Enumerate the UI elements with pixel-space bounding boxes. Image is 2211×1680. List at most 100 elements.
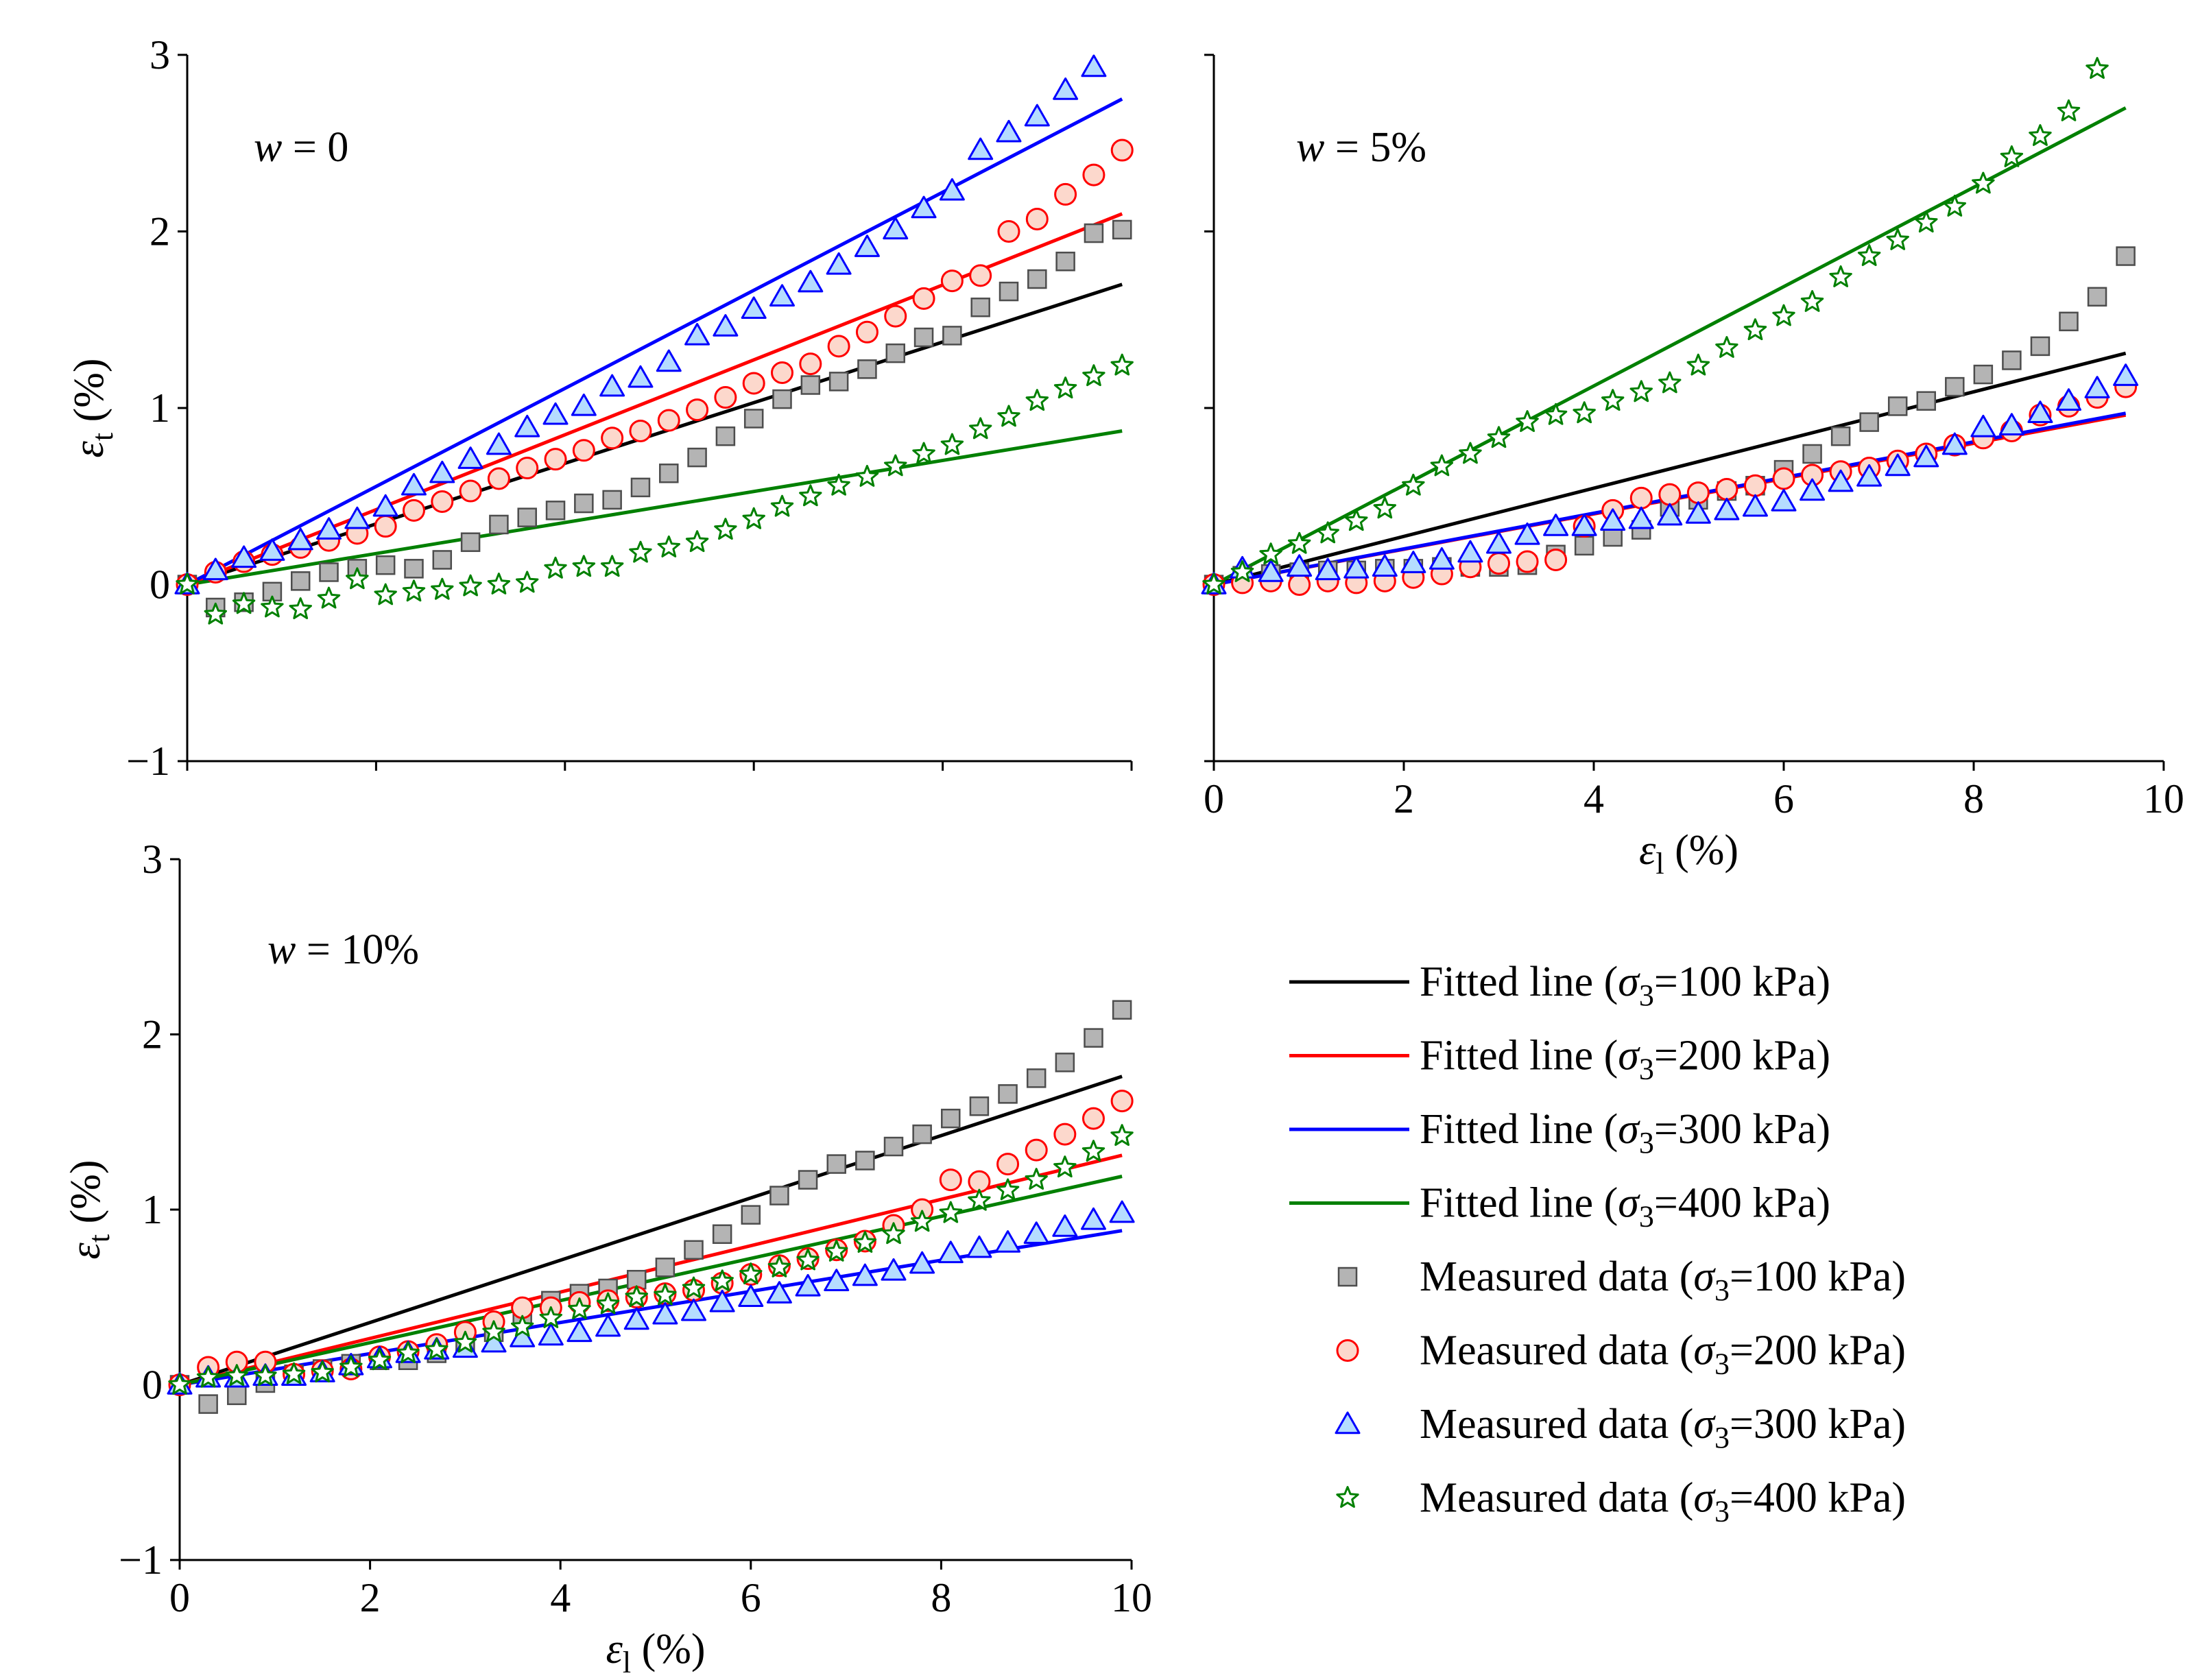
data-point-400 xyxy=(940,433,964,455)
data-point-200 xyxy=(1743,474,1767,497)
data-point-300 xyxy=(854,235,880,257)
data-point-400 xyxy=(969,417,992,440)
data-point-400 xyxy=(825,1239,848,1262)
data-point-200 xyxy=(1658,483,1682,506)
data-point-300 xyxy=(881,1258,907,1281)
data-point-100 xyxy=(772,389,792,409)
y-axis-title: εt (%) xyxy=(66,358,119,457)
data-point-400 xyxy=(511,1315,534,1337)
data-point-300 xyxy=(798,269,824,293)
data-point-400 xyxy=(1459,442,1482,464)
data-point-300 xyxy=(1023,1221,1049,1245)
data-point-100 xyxy=(290,571,311,591)
data-point-100 xyxy=(1802,444,1822,464)
legend-label: Measured data (σ3=300 kPa) xyxy=(1420,1401,1906,1454)
data-point-400 xyxy=(1857,244,1881,266)
legend-label: Measured data (σ3=200 kPa) xyxy=(1420,1328,1906,1381)
data-point-100 xyxy=(404,559,424,579)
data-point-400 xyxy=(1081,1140,1106,1162)
data-point-300 xyxy=(652,1301,678,1325)
legend-label-value: =200 kPa) xyxy=(1730,1328,1906,1374)
data-point-400 xyxy=(516,571,539,593)
data-point-300 xyxy=(538,1323,564,1346)
data-point-100 xyxy=(1830,426,1851,446)
data-point-400 xyxy=(261,595,284,618)
data-point-200 xyxy=(1629,486,1653,509)
legend-label-subscript: 3 xyxy=(1714,1273,1730,1307)
x-tick-label: 10 xyxy=(1111,1575,1152,1620)
data-point-300 xyxy=(1080,1207,1106,1230)
data-point-400 xyxy=(346,567,369,590)
measured-series-200 xyxy=(168,1090,1134,1396)
data-point-100 xyxy=(2059,311,2079,332)
fitted-line-200 xyxy=(179,1153,1123,1387)
x-tick-label: 2 xyxy=(1394,776,1414,821)
data-point-200 xyxy=(1110,1090,1134,1113)
data-point-400 xyxy=(685,530,709,553)
data-point-300 xyxy=(684,322,710,346)
data-point-300 xyxy=(202,557,228,581)
data-point-400 xyxy=(1110,353,1134,376)
data-point-400 xyxy=(939,1201,962,1223)
panel-w0: −1 0 1 2 3 εt (%) w = 0 xyxy=(66,32,1134,784)
data-point-400 xyxy=(374,583,397,605)
data-point-400 xyxy=(767,1255,791,1277)
data-point-200 xyxy=(1053,1123,1077,1146)
panel-label: w = 5% xyxy=(1296,124,1426,171)
measured-series-100 xyxy=(177,219,1132,618)
data-point-300 xyxy=(795,1273,821,1297)
x-axis-symbol: ε xyxy=(606,1626,623,1672)
data-point-300 xyxy=(599,374,625,397)
data-point-300 xyxy=(1315,557,1341,581)
data-point-300 xyxy=(1571,514,1597,536)
data-point-300 xyxy=(1856,464,1883,487)
data-point-100 xyxy=(857,359,877,379)
data-point-400 xyxy=(572,555,596,577)
data-point-200 xyxy=(968,1170,991,1193)
data-point-400 xyxy=(1573,401,1596,424)
legend-label-sigma: σ xyxy=(1693,1328,1716,1374)
legend-label-value: =400 kPa) xyxy=(1654,1180,1830,1227)
y-axis-subscript: t xyxy=(86,433,119,441)
data-point-300 xyxy=(937,1240,964,1264)
data-point-300 xyxy=(713,314,739,337)
data-point-300 xyxy=(1800,478,1826,501)
panel-label-var: w xyxy=(1296,124,1324,171)
data-point-300 xyxy=(852,1263,878,1286)
data-point-400 xyxy=(884,454,907,477)
data-point-400 xyxy=(1829,265,1852,287)
fitted-line-100 xyxy=(187,283,1123,586)
data-point-400 xyxy=(1025,1168,1048,1190)
measured-series-400 xyxy=(168,1124,1134,1395)
fitted-line-300 xyxy=(179,1229,1123,1387)
legend-marker-swatch xyxy=(1336,1486,1359,1508)
data-point-300 xyxy=(709,1289,735,1312)
data-point-100 xyxy=(798,1170,818,1190)
data-point-300 xyxy=(1714,497,1740,520)
legend-label-value: =300 kPa) xyxy=(1654,1106,1830,1153)
data-point-400 xyxy=(1373,496,1396,519)
data-point-400 xyxy=(855,464,879,487)
data-point-300 xyxy=(429,460,455,483)
legend-label-prefix: Measured data ( xyxy=(1420,1401,1693,1448)
data-point-400 xyxy=(425,1337,449,1360)
x-tick-label: 10 xyxy=(2143,776,2184,821)
data-point-100 xyxy=(432,550,453,570)
fitted-line-300 xyxy=(186,97,1123,586)
data-point-100 xyxy=(489,514,509,535)
x-axis-title: εl (%) xyxy=(1639,827,1738,880)
data-point-200 xyxy=(1772,467,1795,490)
data-point-100 xyxy=(227,1385,247,1406)
data-point-400 xyxy=(1686,353,1710,376)
data-point-300 xyxy=(628,365,654,388)
y-tick-label: 1 xyxy=(142,1187,163,1232)
data-point-100 xyxy=(998,1084,1018,1104)
x-tick-label: 6 xyxy=(1773,776,1794,821)
legend-label: Fitted line (σ3=100 kPa) xyxy=(1420,959,1830,1012)
panel-label-var: w xyxy=(267,926,296,973)
x-tick-label: 4 xyxy=(1583,776,1604,821)
data-point-100 xyxy=(2087,287,2107,307)
x-tick-label: 8 xyxy=(931,1575,951,1620)
data-point-100 xyxy=(1973,364,1994,385)
data-point-300 xyxy=(2056,388,2081,411)
